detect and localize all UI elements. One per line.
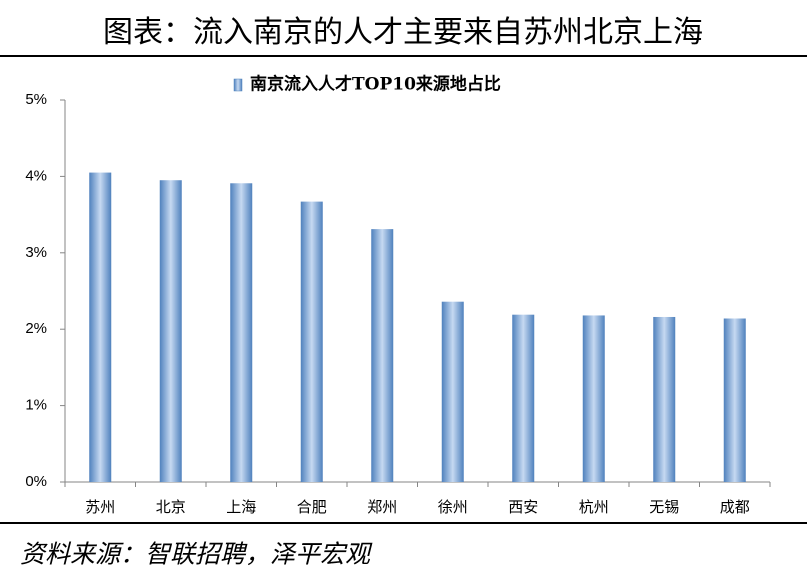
bar (723, 318, 746, 482)
bar (441, 301, 464, 482)
bar (300, 201, 323, 482)
legend-label: 南京流入人才TOP10来源地占比 (250, 74, 501, 95)
source-note: 资料来源：智联招聘，泽平宏观 (20, 540, 373, 569)
bar (512, 314, 535, 482)
bar (371, 229, 394, 482)
bar (89, 172, 112, 482)
y-tick-label: 2% (25, 320, 47, 337)
y-tick-label: 4% (25, 167, 47, 184)
legend-swatch (233, 78, 243, 92)
x-tick-label: 成都 (720, 498, 750, 516)
bar (582, 315, 605, 482)
y-tick-label: 5% (25, 91, 47, 108)
x-tick-label: 杭州 (579, 498, 609, 516)
x-tick-label: 合肥 (297, 498, 327, 516)
x-tick-label: 苏州 (85, 498, 115, 516)
x-tick-label: 徐州 (438, 498, 468, 516)
bar (653, 316, 676, 482)
x-tick-label: 郑州 (367, 498, 397, 516)
y-tick-label: 0% (25, 473, 47, 490)
x-tick-label: 西安 (508, 498, 538, 516)
x-tick-label: 无锡 (649, 498, 679, 516)
x-tick-label: 上海 (226, 498, 256, 516)
y-tick-label: 3% (25, 244, 47, 261)
bar (230, 183, 253, 482)
page-title: 图表：流入南京的人才主要来自苏州北京上海 (103, 15, 703, 50)
y-tick-label: 1% (25, 397, 47, 414)
x-tick-label: 北京 (156, 498, 186, 516)
bar (159, 180, 182, 482)
